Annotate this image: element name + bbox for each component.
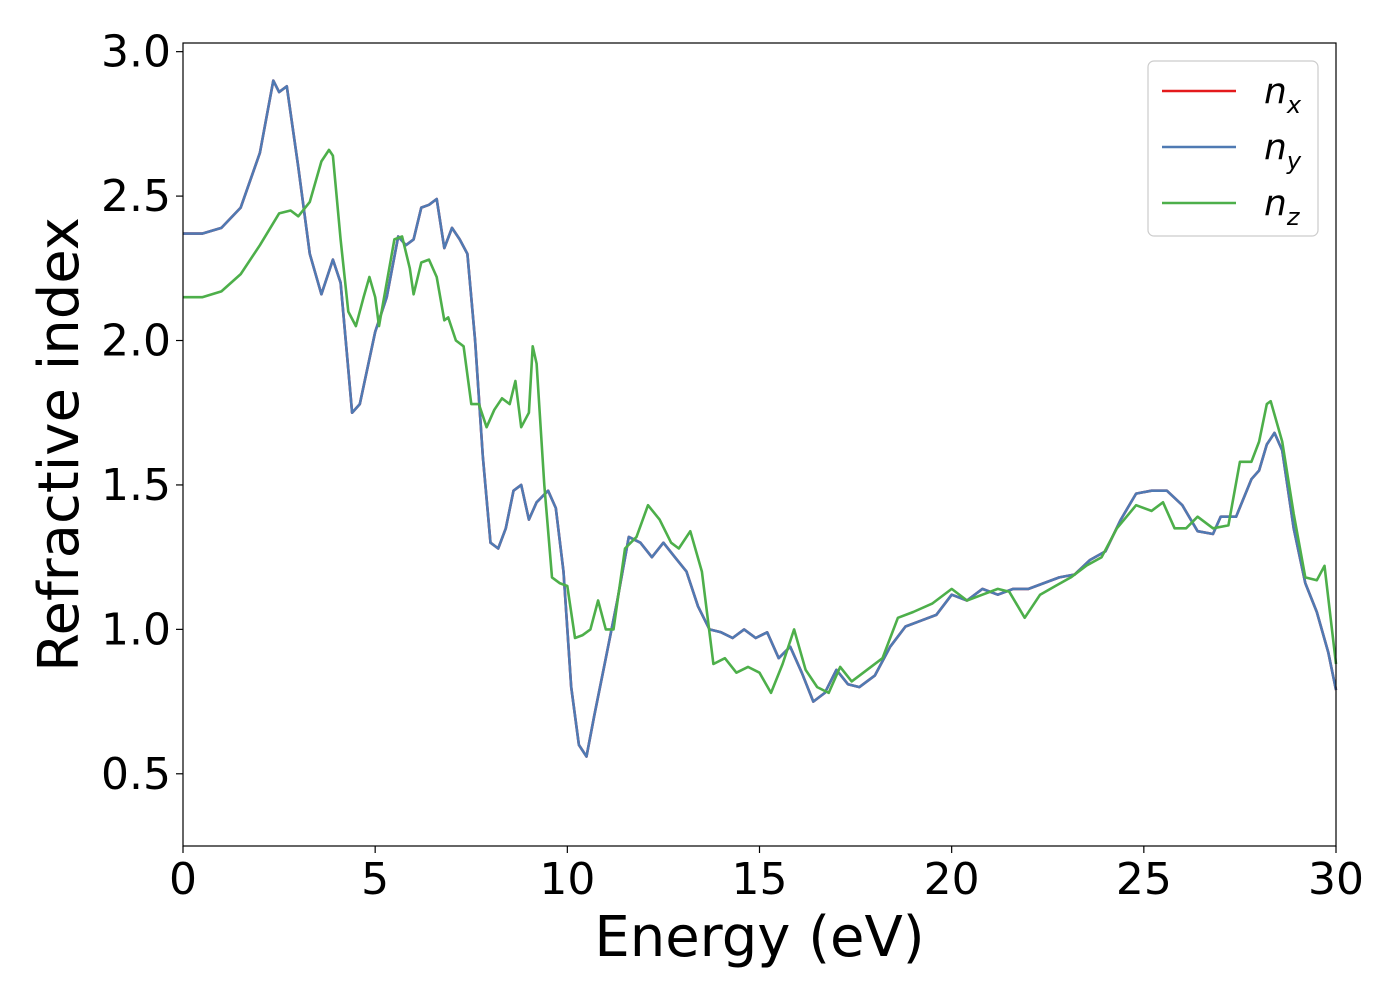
x-axis-title: Energy (eV) [594, 905, 924, 970]
y-axis-title: Refractive index [27, 217, 92, 672]
y-tick-label: 1.5 [101, 460, 171, 511]
x-tick-label: 5 [361, 854, 389, 905]
y-tick-label: 3.0 [101, 27, 171, 78]
x-tick-label: 10 [539, 854, 595, 905]
legend-label-subscript: z [1286, 203, 1301, 231]
series-line-ny [183, 79, 1338, 758]
y-tick-label: 2.0 [101, 316, 171, 367]
x-tick-label: 25 [1116, 854, 1172, 905]
x-axis: 0 5 10 15 20 25 30 [169, 846, 1364, 905]
legend-label-base: n [1264, 71, 1287, 112]
legend-label-subscript: y [1286, 147, 1302, 175]
y-tick-label: 0.5 [101, 749, 171, 800]
x-tick-label: 0 [169, 854, 197, 905]
legend-label-base: n [1264, 183, 1287, 224]
plot-lines [183, 79, 1338, 758]
x-tick-label: 30 [1308, 854, 1364, 905]
y-tick-label: 2.5 [101, 171, 171, 222]
legend-label-subscript: x [1286, 91, 1302, 119]
legend-label-nx: nx [1264, 71, 1302, 119]
x-tick-label: 15 [732, 854, 788, 905]
legend-label-ny: ny [1264, 127, 1302, 175]
legend-box [1147, 60, 1319, 237]
y-tick-label: 1.0 [101, 604, 171, 655]
legend-label-base: n [1264, 127, 1287, 168]
x-tick-label: 20 [924, 854, 980, 905]
series-line-nz [183, 148, 1338, 695]
y-axis: 0.5 1.0 1.5 2.0 2.5 3.0 [101, 27, 183, 800]
legend-label-nz: nz [1264, 183, 1301, 231]
